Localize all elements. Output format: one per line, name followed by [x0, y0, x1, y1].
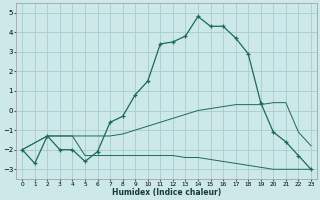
X-axis label: Humidex (Indice chaleur): Humidex (Indice chaleur): [112, 188, 221, 197]
